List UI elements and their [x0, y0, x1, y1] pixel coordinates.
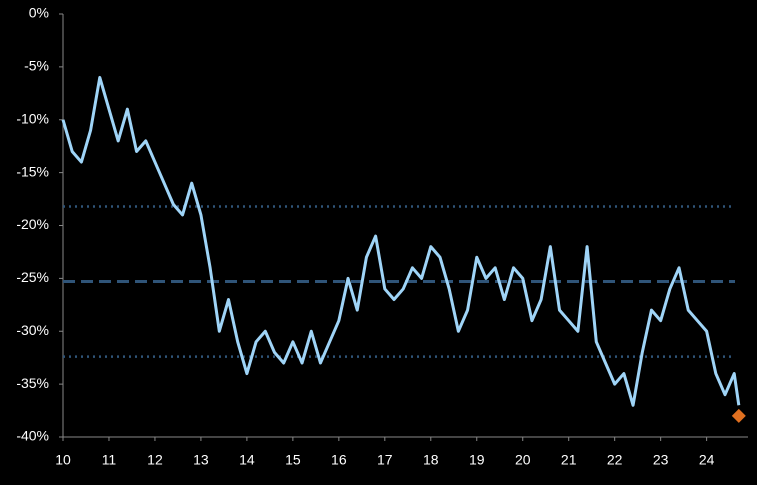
- line-series: [61, 75, 741, 407]
- y-tick-label: -30%: [16, 322, 49, 338]
- x-tick-label: 13: [193, 452, 209, 468]
- x-tick-label: 17: [377, 452, 393, 468]
- y-tick-label: -40%: [16, 428, 49, 444]
- end-marker: [731, 408, 746, 423]
- x-tick-label: 12: [147, 452, 163, 468]
- x-tick-label: 20: [515, 452, 531, 468]
- y-tick-label: 0%: [29, 5, 49, 21]
- x-tick-label: 21: [561, 452, 577, 468]
- x-tick-label: 10: [55, 452, 71, 468]
- y-tick-label: -5%: [24, 58, 49, 74]
- y-tick-label: -20%: [16, 216, 49, 232]
- x-tick-label: 23: [653, 452, 669, 468]
- x-tick-label: 22: [607, 452, 623, 468]
- x-tick-label: 24: [699, 452, 715, 468]
- x-tick-label: 15: [285, 452, 301, 468]
- x-tick-label: 19: [469, 452, 485, 468]
- x-tick-label: 11: [102, 452, 117, 468]
- x-tick-label: 18: [423, 452, 439, 468]
- y-tick-label: -10%: [16, 110, 49, 126]
- y-tick-label: -35%: [16, 375, 49, 391]
- y-tick-label: -15%: [16, 163, 49, 179]
- x-tick-label: 16: [331, 452, 347, 468]
- y-tick-label: -25%: [16, 269, 49, 285]
- x-tick-label: 14: [239, 452, 255, 468]
